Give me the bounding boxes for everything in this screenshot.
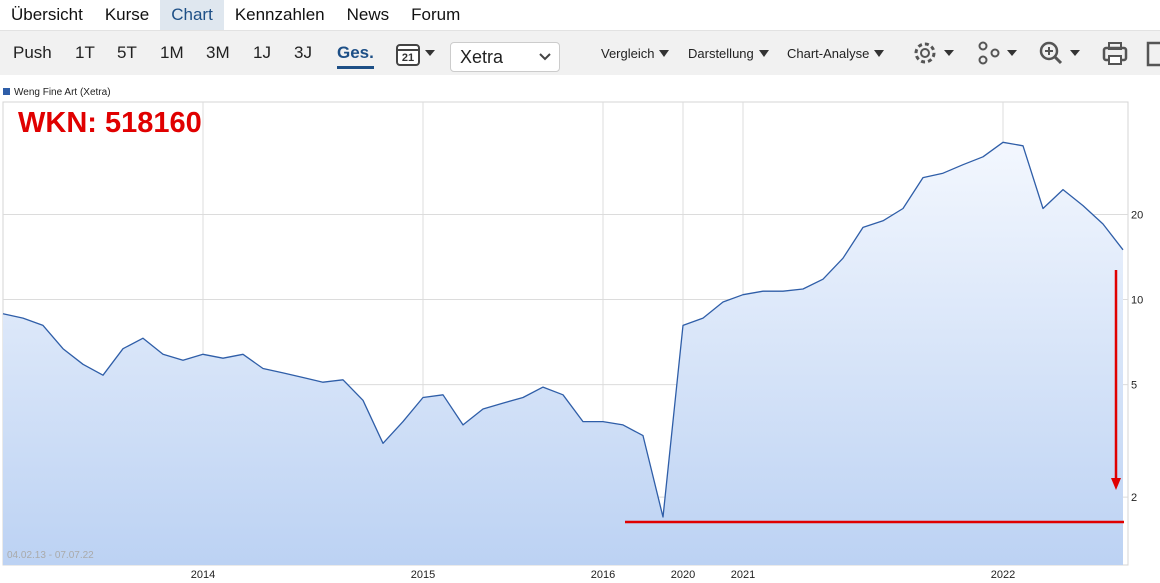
menu-button[interactable]: Chart-Analyse	[787, 46, 884, 61]
nav-tab[interactable]: Kennzahlen	[234, 5, 325, 24]
annotation-arrowhead	[1111, 478, 1121, 490]
period-button[interactable]: Push	[13, 43, 52, 62]
marks	[2, 141, 1124, 566]
nav-tab[interactable]: Forum	[411, 5, 461, 24]
period-button[interactable]: 1J	[253, 43, 271, 62]
period-button[interactable]: 1T	[75, 43, 95, 62]
dropdown-caret	[425, 50, 435, 56]
x-tick-label: 2016	[591, 569, 615, 581]
nav-tab[interactable]: Kurse	[104, 5, 150, 24]
exchange-select[interactable]: Xetra	[450, 42, 560, 72]
period-button[interactable]: 3M	[206, 43, 230, 62]
annotation: WKN: 518160	[18, 107, 202, 139]
legend: Weng Fine Art (Xetra)	[3, 87, 111, 98]
calendar-day: 21	[402, 52, 414, 64]
menu-button[interactable]: Vergleich	[601, 46, 669, 61]
y-tick-label: 20	[1131, 209, 1143, 221]
chart: WKN: 518160 04.02.13 - 07.07.22 Weng Fin…	[2, 87, 1143, 581]
settings-button[interactable]	[914, 42, 954, 64]
period-button[interactable]: 3J	[294, 43, 312, 62]
y-tick-label: 2	[1131, 492, 1137, 504]
line	[2, 141, 1124, 518]
date-range: 04.02.13 - 07.07.22	[7, 550, 94, 561]
period-button[interactable]: 5T	[117, 43, 137, 62]
period-button[interactable]: Ges.	[337, 43, 374, 69]
menu-button[interactable]: Darstellung	[688, 46, 769, 61]
nav-bar: Übersicht Kurse Chart Kennzahlen News Forum	[0, 0, 1160, 31]
y-tick-label: 5	[1131, 380, 1137, 392]
x-tick-label: 2014	[191, 569, 215, 581]
nav-tab[interactable]: Chart	[160, 0, 224, 30]
indicators-button[interactable]	[978, 41, 1018, 65]
nav-tab[interactable]: Übersicht	[11, 5, 83, 24]
calendar-button[interactable]: 21	[395, 41, 441, 69]
area	[3, 142, 1123, 566]
export-button[interactable]	[1146, 41, 1160, 67]
x-tick-label: 2021	[731, 569, 755, 581]
legend-swatch	[3, 88, 10, 95]
x-tick-label: 2015	[411, 569, 435, 581]
toolbar: 21 Xetra Push 1T 5T 1M 3M 1J 3J Ges. Vergleich Da…	[0, 31, 1160, 75]
exchange-label: Xetra	[460, 47, 504, 67]
zoom-button[interactable]	[1039, 41, 1080, 65]
print-button[interactable]	[1102, 42, 1128, 65]
nav-tab[interactable]: News	[346, 5, 390, 24]
y-tick-label: 10	[1131, 295, 1143, 307]
tool-icons	[914, 41, 1160, 67]
period-button[interactable]: 1M	[160, 43, 184, 62]
legend-label: Weng Fine Art (Xetra)	[14, 87, 111, 98]
x-tick-label: 2022	[991, 569, 1015, 581]
select-caret	[539, 53, 551, 61]
x-tick-label: 2020	[671, 569, 695, 581]
